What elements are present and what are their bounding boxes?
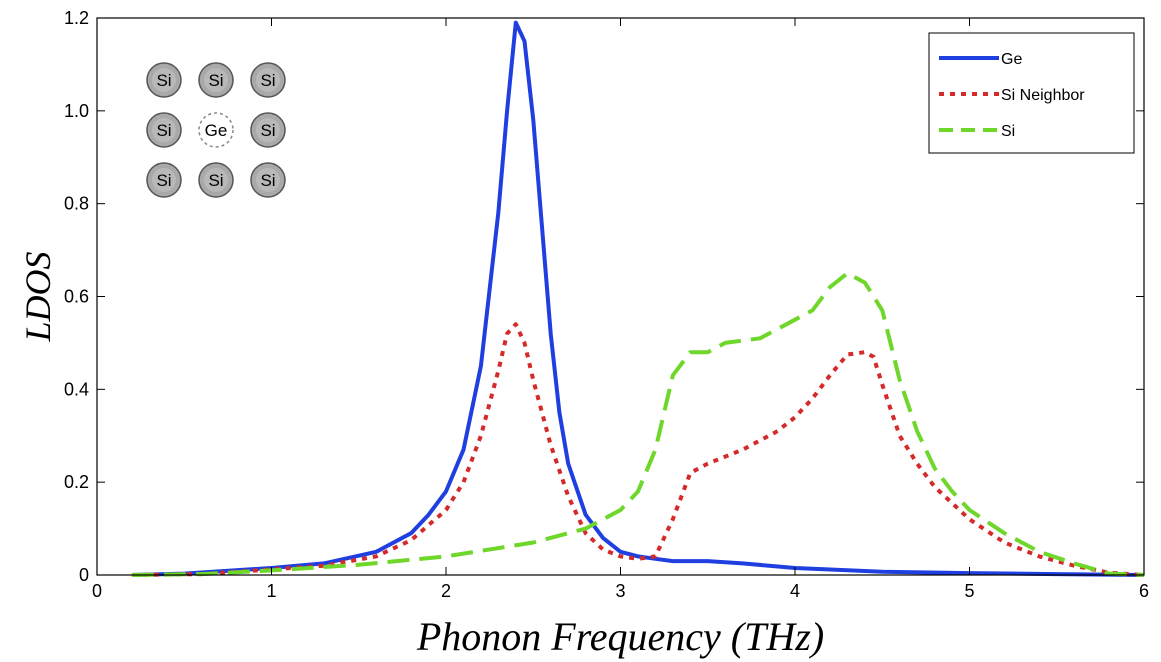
atom-label: Si xyxy=(208,71,223,90)
x-axis-title: Phonon Frequency (THz) xyxy=(416,614,824,659)
x-tick-label: 5 xyxy=(964,581,974,601)
x-tick-label: 6 xyxy=(1139,581,1149,601)
atom-core xyxy=(152,118,176,142)
y-axis-title: LDOS xyxy=(18,251,58,342)
atom-label: Si xyxy=(156,121,171,140)
y-tick-label: 0.6 xyxy=(64,287,89,307)
legend: Ge Si Neighbor Si xyxy=(928,32,1135,154)
atom-core xyxy=(152,168,176,192)
atom-lattice-inset: Si Si Si Si Ge Si Si Si Si xyxy=(146,62,286,198)
atom-core xyxy=(256,168,280,192)
atom-label: Si xyxy=(156,71,171,90)
ticks-layer: 0 1 2 3 4 5 6 0 0.2 0.4 0.6 0.8 1.0 1.2 xyxy=(64,8,1149,601)
legend-label: Si Neighbor xyxy=(1001,87,1085,104)
atom-core xyxy=(152,68,176,92)
atom-label: Si xyxy=(260,71,275,90)
atom-label: Si xyxy=(208,171,223,190)
x-tick-label: 0 xyxy=(92,581,102,601)
series-line-si xyxy=(131,271,1145,577)
x-tick-label: 3 xyxy=(615,581,625,601)
atom-label: Si xyxy=(260,171,275,190)
y-tick-label: 1.0 xyxy=(64,101,89,121)
series-line-si-neighbor xyxy=(131,322,1145,577)
atom-core xyxy=(256,118,280,142)
legend-label: Si xyxy=(1001,123,1015,140)
atom-core xyxy=(204,68,228,92)
y-tick-label: 0.4 xyxy=(64,379,89,399)
y-tick-label: 1.2 xyxy=(64,8,89,28)
legend-label: Ge xyxy=(1001,51,1022,68)
atom-label: Si xyxy=(260,121,275,140)
atom-core xyxy=(256,68,280,92)
atom-core xyxy=(204,168,228,192)
y-tick-label: 0 xyxy=(79,565,89,585)
x-tick-label: 4 xyxy=(790,581,800,601)
x-tick-label: 1 xyxy=(266,581,276,601)
atom-label: Ge xyxy=(205,121,228,140)
atom-label: Si xyxy=(156,171,171,190)
series-layer xyxy=(131,20,1145,577)
series-line-ge xyxy=(131,20,1145,577)
y-tick-label: 0.2 xyxy=(64,472,89,492)
y-tick-label: 0.8 xyxy=(64,194,89,214)
atom-center xyxy=(198,112,234,148)
x-tick-label: 2 xyxy=(441,581,451,601)
